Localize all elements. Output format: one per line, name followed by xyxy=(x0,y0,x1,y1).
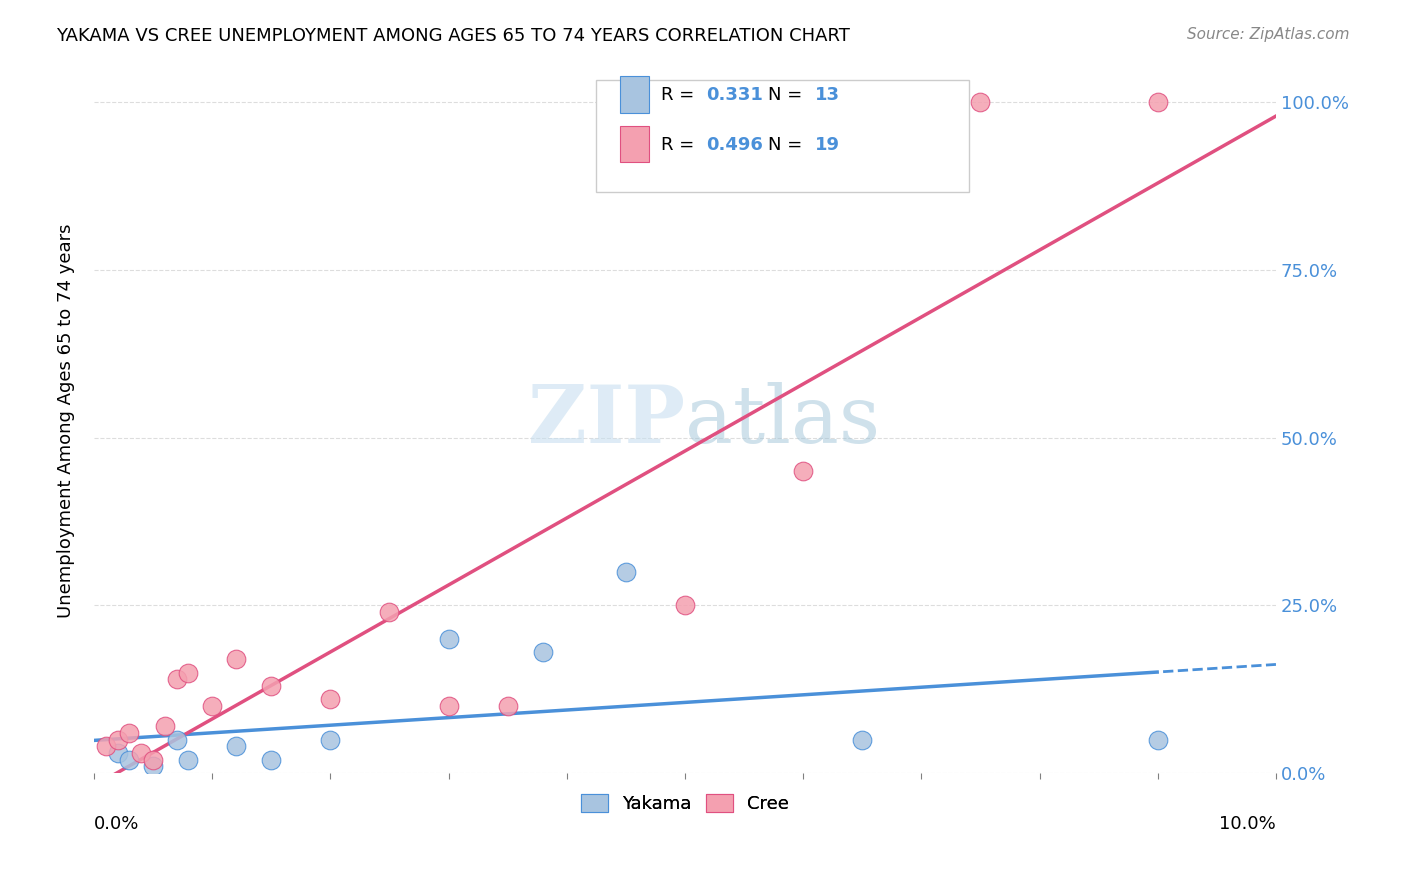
Point xyxy=(319,692,342,706)
Point xyxy=(201,699,224,714)
Point xyxy=(378,605,401,619)
Point xyxy=(531,645,554,659)
Point xyxy=(319,732,342,747)
Point xyxy=(118,726,141,740)
Point xyxy=(1146,95,1168,109)
Point xyxy=(177,753,200,767)
Point xyxy=(851,732,873,747)
Point xyxy=(177,665,200,680)
Text: N =: N = xyxy=(768,136,807,153)
Point xyxy=(792,464,814,478)
Point xyxy=(166,672,188,686)
Point xyxy=(1146,732,1168,747)
Text: 13: 13 xyxy=(815,87,839,104)
Point xyxy=(614,565,637,579)
FancyBboxPatch shape xyxy=(620,126,650,162)
Point xyxy=(142,753,165,767)
Text: R =: R = xyxy=(661,87,700,104)
Point xyxy=(673,599,696,613)
Legend: Yakama, Cree: Yakama, Cree xyxy=(574,787,797,821)
Text: YAKAMA VS CREE UNEMPLOYMENT AMONG AGES 65 TO 74 YEARS CORRELATION CHART: YAKAMA VS CREE UNEMPLOYMENT AMONG AGES 6… xyxy=(56,27,851,45)
Point xyxy=(118,753,141,767)
Point xyxy=(142,759,165,773)
Point xyxy=(166,732,188,747)
Y-axis label: Unemployment Among Ages 65 to 74 years: Unemployment Among Ages 65 to 74 years xyxy=(58,224,75,618)
Point xyxy=(437,699,460,714)
Point xyxy=(969,95,991,109)
Point xyxy=(94,739,117,754)
Text: N =: N = xyxy=(768,87,807,104)
Point xyxy=(225,652,247,666)
FancyBboxPatch shape xyxy=(596,80,969,192)
Text: 0.496: 0.496 xyxy=(706,136,763,153)
Text: atlas: atlas xyxy=(685,382,880,460)
Point xyxy=(225,739,247,754)
Point xyxy=(107,732,129,747)
Text: 19: 19 xyxy=(815,136,839,153)
Text: R =: R = xyxy=(661,136,700,153)
FancyBboxPatch shape xyxy=(620,77,650,113)
Point xyxy=(129,746,152,760)
Point xyxy=(107,746,129,760)
Text: 0.0%: 0.0% xyxy=(94,815,139,833)
Point xyxy=(153,719,176,733)
Text: ZIP: ZIP xyxy=(527,382,685,460)
Point xyxy=(496,699,519,714)
Point xyxy=(260,753,283,767)
Text: Source: ZipAtlas.com: Source: ZipAtlas.com xyxy=(1187,27,1350,42)
Point xyxy=(437,632,460,646)
Point xyxy=(260,679,283,693)
Text: 0.331: 0.331 xyxy=(706,87,763,104)
Text: 10.0%: 10.0% xyxy=(1219,815,1277,833)
